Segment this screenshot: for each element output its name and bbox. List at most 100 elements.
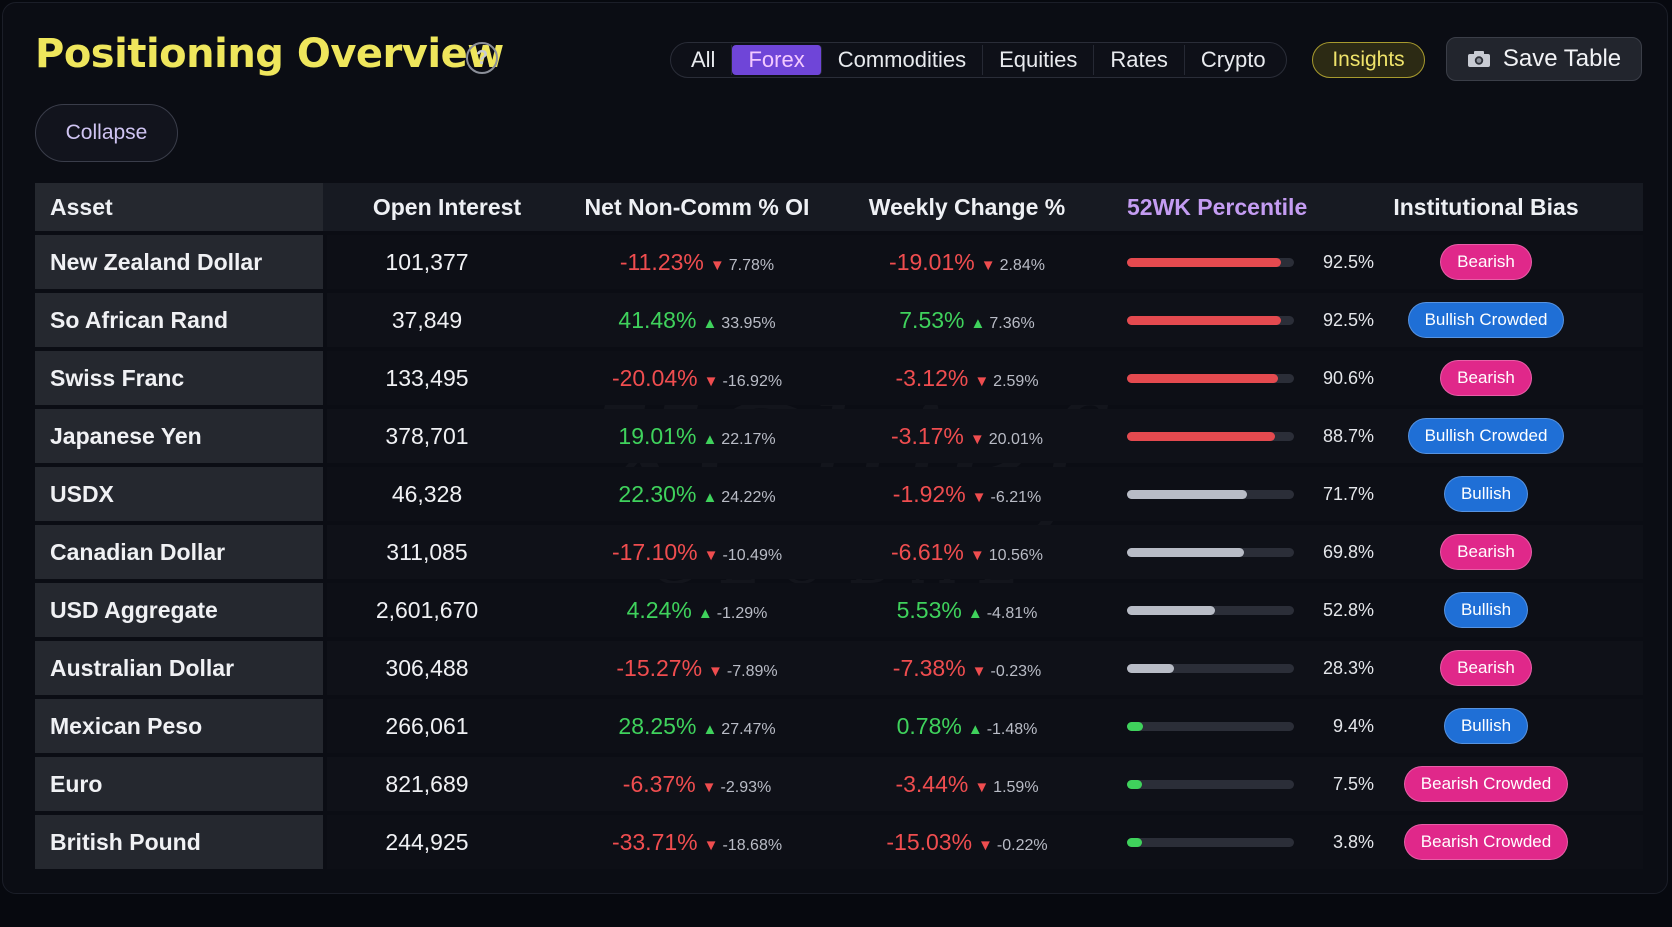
percentile-value: 69.8% bbox=[1322, 542, 1374, 562]
asset-name: Australian Dollar bbox=[35, 641, 323, 695]
percentile-cell: 92.5% bbox=[1107, 235, 1377, 289]
net-non-comm-cell: -33.71% ▼ -18.68% bbox=[567, 815, 827, 869]
save-table-button[interactable]: Save Table bbox=[1446, 37, 1642, 81]
weekly-change-value: 5.53% bbox=[896, 597, 962, 623]
percentile-value: 52.8% bbox=[1322, 600, 1374, 620]
percentile-value: 90.6% bbox=[1322, 368, 1374, 388]
arrow-down-icon: ▼ bbox=[980, 257, 996, 274]
table-row[interactable]: Australian Dollar 306,488 -15.27% ▼ -7.89% -7… bbox=[35, 641, 1643, 695]
tab-crypto[interactable]: Crypto bbox=[1200, 47, 1266, 72]
percentile-cell: 88.7% bbox=[1107, 409, 1377, 463]
weekly-change-cell: -19.01% ▼ 2.84% bbox=[827, 235, 1107, 289]
bias-badge[interactable]: Bearish bbox=[1440, 534, 1532, 570]
row-background bbox=[327, 583, 1643, 637]
net-non-comm-value: -33.71% bbox=[611, 829, 698, 855]
net-non-comm-cell: -11.23% ▼ 7.78% bbox=[567, 235, 827, 289]
bias-badge[interactable]: Bullish bbox=[1443, 708, 1529, 744]
row-background bbox=[327, 525, 1643, 579]
tab-commodities[interactable]: Commodities bbox=[822, 45, 984, 75]
bias-badge[interactable]: Bearish Crowded bbox=[1403, 766, 1569, 802]
row-background bbox=[327, 235, 1643, 289]
bias-cell: Bearish Crowded bbox=[1377, 757, 1595, 811]
table-row[interactable]: Mexican Peso 266,061 28.25% ▲ 27.47% 0.78% ▲ -1… bbox=[35, 699, 1643, 753]
open-interest: 244,925 bbox=[385, 829, 469, 855]
bias-badge[interactable]: Bullish Crowded bbox=[1407, 418, 1565, 454]
net-non-comm-value: -11.23% bbox=[619, 249, 704, 275]
bias-cell: Bearish Crowded bbox=[1377, 815, 1595, 869]
column-header-52wk-percentile[interactable]: 52WK Percentile bbox=[1127, 194, 1308, 220]
tab-equities[interactable]: Equities bbox=[983, 45, 1095, 75]
weekly-change-delta: 2.84% bbox=[999, 257, 1045, 274]
percentile-cell: 92.5% bbox=[1107, 293, 1377, 347]
arrow-down-icon: ▼ bbox=[971, 663, 987, 680]
percentile-value: 92.5% bbox=[1322, 310, 1374, 330]
arrow-up-icon: ▲ bbox=[702, 489, 718, 506]
bias-badge[interactable]: Bullish Crowded bbox=[1407, 302, 1565, 338]
collapse-button[interactable]: Collapse bbox=[35, 104, 178, 162]
help-icon[interactable]: ? bbox=[466, 42, 498, 74]
bias-cell: Bullish Crowded bbox=[1377, 293, 1595, 347]
column-header-open-interest[interactable]: Open Interest bbox=[372, 194, 522, 220]
table-row[interactable]: USD Aggregate 2,601,670 4.24% ▲ -1.29% 5.53% ▲… bbox=[35, 583, 1643, 637]
bias-cell: Bullish bbox=[1377, 583, 1595, 637]
bias-badge[interactable]: Bearish Crowded bbox=[1403, 824, 1569, 860]
column-header-weekly-change[interactable]: Weekly Change % bbox=[868, 194, 1066, 220]
net-non-comm-value: 41.48% bbox=[618, 307, 697, 333]
column-header-net-non-comm[interactable]: Net Non-Comm % OI bbox=[584, 194, 810, 220]
net-non-comm-change: 22.17% bbox=[721, 431, 776, 448]
table-body: New Zealand Dollar 101,377 -11.23% ▼ 7.78% -1… bbox=[35, 235, 1643, 869]
table-row[interactable]: USDX 46,328 22.30% ▲ 24.22% -1.92% ▼ -6.21% 71.7… bbox=[35, 467, 1643, 521]
net-non-comm-change: 7.78% bbox=[728, 257, 775, 274]
bias-badge[interactable]: Bearish bbox=[1440, 650, 1532, 686]
table-row[interactable]: Japanese Yen 378,701 19.01% ▲ 22.17% -3.17% ▼ 2… bbox=[35, 409, 1643, 463]
arrow-up-icon: ▲ bbox=[967, 721, 983, 738]
net-non-comm-value: 22.30% bbox=[618, 481, 697, 507]
bias-badge[interactable]: Bearish bbox=[1440, 244, 1532, 280]
insights-button[interactable]: Insights bbox=[1312, 42, 1425, 78]
table-row[interactable]: Canadian Dollar 311,085 -17.10% ▼ -10.49% -6.… bbox=[35, 525, 1643, 579]
weekly-change-cell: 5.53% ▲ -4.81% bbox=[827, 583, 1107, 637]
net-non-comm-value: -15.27% bbox=[616, 655, 703, 681]
column-header-institutional-bias[interactable]: Institutional Bias bbox=[1393, 194, 1579, 220]
percentile-value: 3.8% bbox=[1332, 832, 1374, 852]
percentile-bar-track bbox=[1127, 315, 1294, 325]
net-non-comm-value: 28.25% bbox=[618, 713, 697, 739]
arrow-down-icon: ▼ bbox=[703, 547, 719, 564]
net-non-comm-cell: -17.10% ▼ -10.49% bbox=[567, 525, 827, 579]
asset-name: USDX bbox=[35, 467, 323, 521]
weekly-change-cell: -15.03% ▼ -0.22% bbox=[827, 815, 1107, 869]
bias-badge[interactable]: Bearish bbox=[1440, 360, 1532, 396]
bias-cell: Bullish bbox=[1377, 467, 1595, 521]
asset-name: British Pound bbox=[35, 815, 323, 869]
open-interest: 101,377 bbox=[385, 249, 469, 275]
table-row[interactable]: New Zealand Dollar 101,377 -11.23% ▼ 7.78% -1… bbox=[35, 235, 1643, 289]
open-interest: 133,495 bbox=[385, 365, 469, 391]
tab-forex[interactable]: Forex bbox=[732, 45, 822, 75]
open-interest: 46,328 bbox=[391, 481, 463, 507]
percentile-bar-fill bbox=[1127, 721, 1143, 731]
asset-name: Japanese Yen bbox=[35, 409, 323, 463]
weekly-change-delta: -0.22% bbox=[996, 837, 1048, 854]
weekly-change-value: -3.12% bbox=[895, 365, 969, 391]
percentile-bar-track bbox=[1127, 779, 1294, 789]
bias-badge[interactable]: Bullish bbox=[1443, 476, 1529, 512]
bias-badge[interactable]: Bullish bbox=[1443, 592, 1529, 628]
table-row[interactable]: Euro 821,689 -6.37% ▼ -2.93% -3.44% ▼ 1.59% 7.5%… bbox=[35, 757, 1643, 811]
table-header: Asset Open Interest Net Non-Comm % OI We… bbox=[35, 183, 1643, 231]
weekly-change-value: 7.53% bbox=[899, 307, 965, 333]
net-non-comm-cell: 28.25% ▲ 27.47% bbox=[567, 699, 827, 753]
arrow-up-icon: ▲ bbox=[967, 605, 983, 622]
asset-name: Mexican Peso bbox=[35, 699, 323, 753]
tab-all[interactable]: All bbox=[675, 45, 733, 75]
column-header-asset[interactable]: Asset bbox=[35, 183, 323, 231]
weekly-change-value: 0.78% bbox=[896, 713, 962, 739]
arrow-down-icon: ▼ bbox=[701, 779, 717, 796]
percentile-value: 7.5% bbox=[1332, 774, 1374, 794]
net-non-comm-cell: 4.24% ▲ -1.29% bbox=[567, 583, 827, 637]
open-interest: 266,061 bbox=[385, 713, 469, 739]
table-row[interactable]: So African Rand 37,849 41.48% ▲ 33.95% 7.53% ▲… bbox=[35, 293, 1643, 347]
table-row[interactable]: Swiss Franc 133,495 -20.04% ▼ -16.92% -3.12% ▼… bbox=[35, 351, 1643, 405]
net-non-comm-value: -6.37% bbox=[622, 771, 696, 797]
tab-rates[interactable]: Rates bbox=[1094, 45, 1185, 75]
table-row[interactable]: British Pound 244,925 -33.71% ▼ -18.68% -15.0… bbox=[35, 815, 1643, 869]
